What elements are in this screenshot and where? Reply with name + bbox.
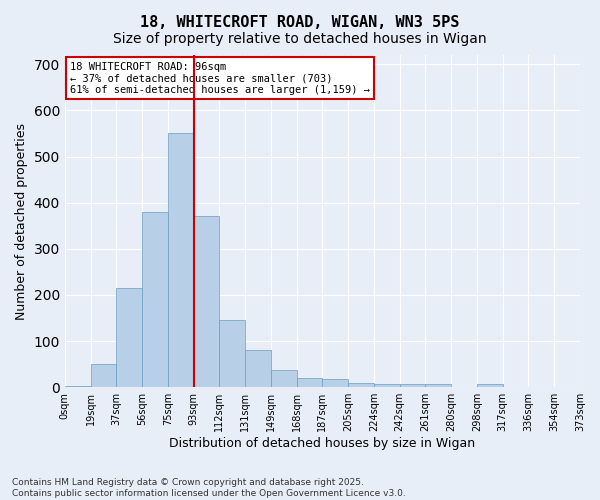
Text: 18 WHITECROFT ROAD: 96sqm
← 37% of detached houses are smaller (703)
61% of semi: 18 WHITECROFT ROAD: 96sqm ← 37% of detac… — [70, 62, 370, 95]
Bar — [168, 134, 194, 387]
Bar — [116, 288, 142, 387]
Bar — [271, 370, 296, 387]
Bar — [348, 382, 374, 387]
Bar — [220, 320, 245, 387]
Bar — [322, 379, 348, 387]
Text: Contains HM Land Registry data © Crown copyright and database right 2025.
Contai: Contains HM Land Registry data © Crown c… — [12, 478, 406, 498]
Bar — [477, 384, 503, 387]
Bar — [91, 364, 116, 387]
Text: Size of property relative to detached houses in Wigan: Size of property relative to detached ho… — [113, 32, 487, 46]
Bar — [245, 350, 271, 387]
Bar — [400, 384, 425, 387]
Bar — [425, 384, 451, 387]
Bar — [296, 378, 322, 387]
Bar — [194, 216, 220, 387]
Bar — [142, 212, 168, 387]
X-axis label: Distribution of detached houses by size in Wigan: Distribution of detached houses by size … — [169, 437, 475, 450]
Bar — [65, 386, 91, 387]
Bar — [374, 384, 400, 387]
Text: 18, WHITECROFT ROAD, WIGAN, WN3 5PS: 18, WHITECROFT ROAD, WIGAN, WN3 5PS — [140, 15, 460, 30]
Y-axis label: Number of detached properties: Number of detached properties — [15, 122, 28, 320]
